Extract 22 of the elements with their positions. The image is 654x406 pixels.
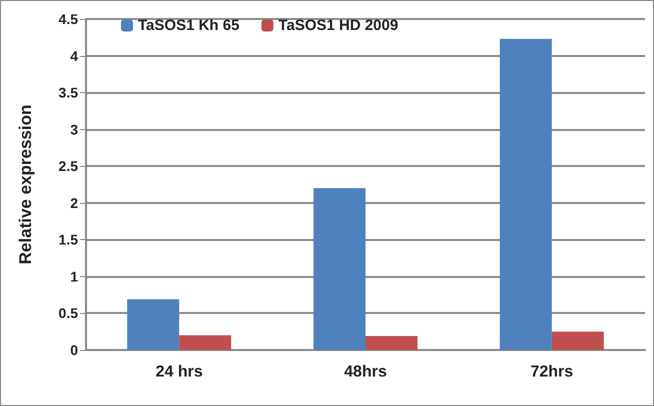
y-tick-label: 1.5 — [58, 232, 78, 248]
bar — [179, 335, 232, 350]
y-tick-label: 2.5 — [58, 158, 78, 174]
legend-label: TaSOS1 HD 2009 — [278, 17, 398, 34]
bar — [314, 188, 366, 350]
y-tick-label: 1 — [70, 268, 78, 284]
y-tick-label: 0.5 — [58, 305, 78, 322]
x-tick-label: 48hrs — [344, 364, 387, 380]
bar — [552, 332, 604, 350]
y-tick-label: 4 — [70, 48, 78, 64]
y-axis-title: Relative expression — [16, 104, 35, 264]
bar — [366, 336, 418, 350]
legend-label: TaSOS1 Kh 65 — [138, 17, 240, 34]
y-tick-label: 0 — [70, 342, 78, 358]
y-tick-label: 2 — [70, 194, 78, 211]
x-tick-label: 72hrs — [530, 364, 574, 380]
y-tick-label: 4.5 — [58, 11, 78, 27]
y-tick-label: 3 — [70, 121, 78, 138]
x-tick-label: 24 hrs — [156, 364, 203, 380]
bar — [127, 299, 180, 350]
y-tick-label: 3.5 — [58, 84, 78, 101]
bar — [500, 38, 552, 350]
